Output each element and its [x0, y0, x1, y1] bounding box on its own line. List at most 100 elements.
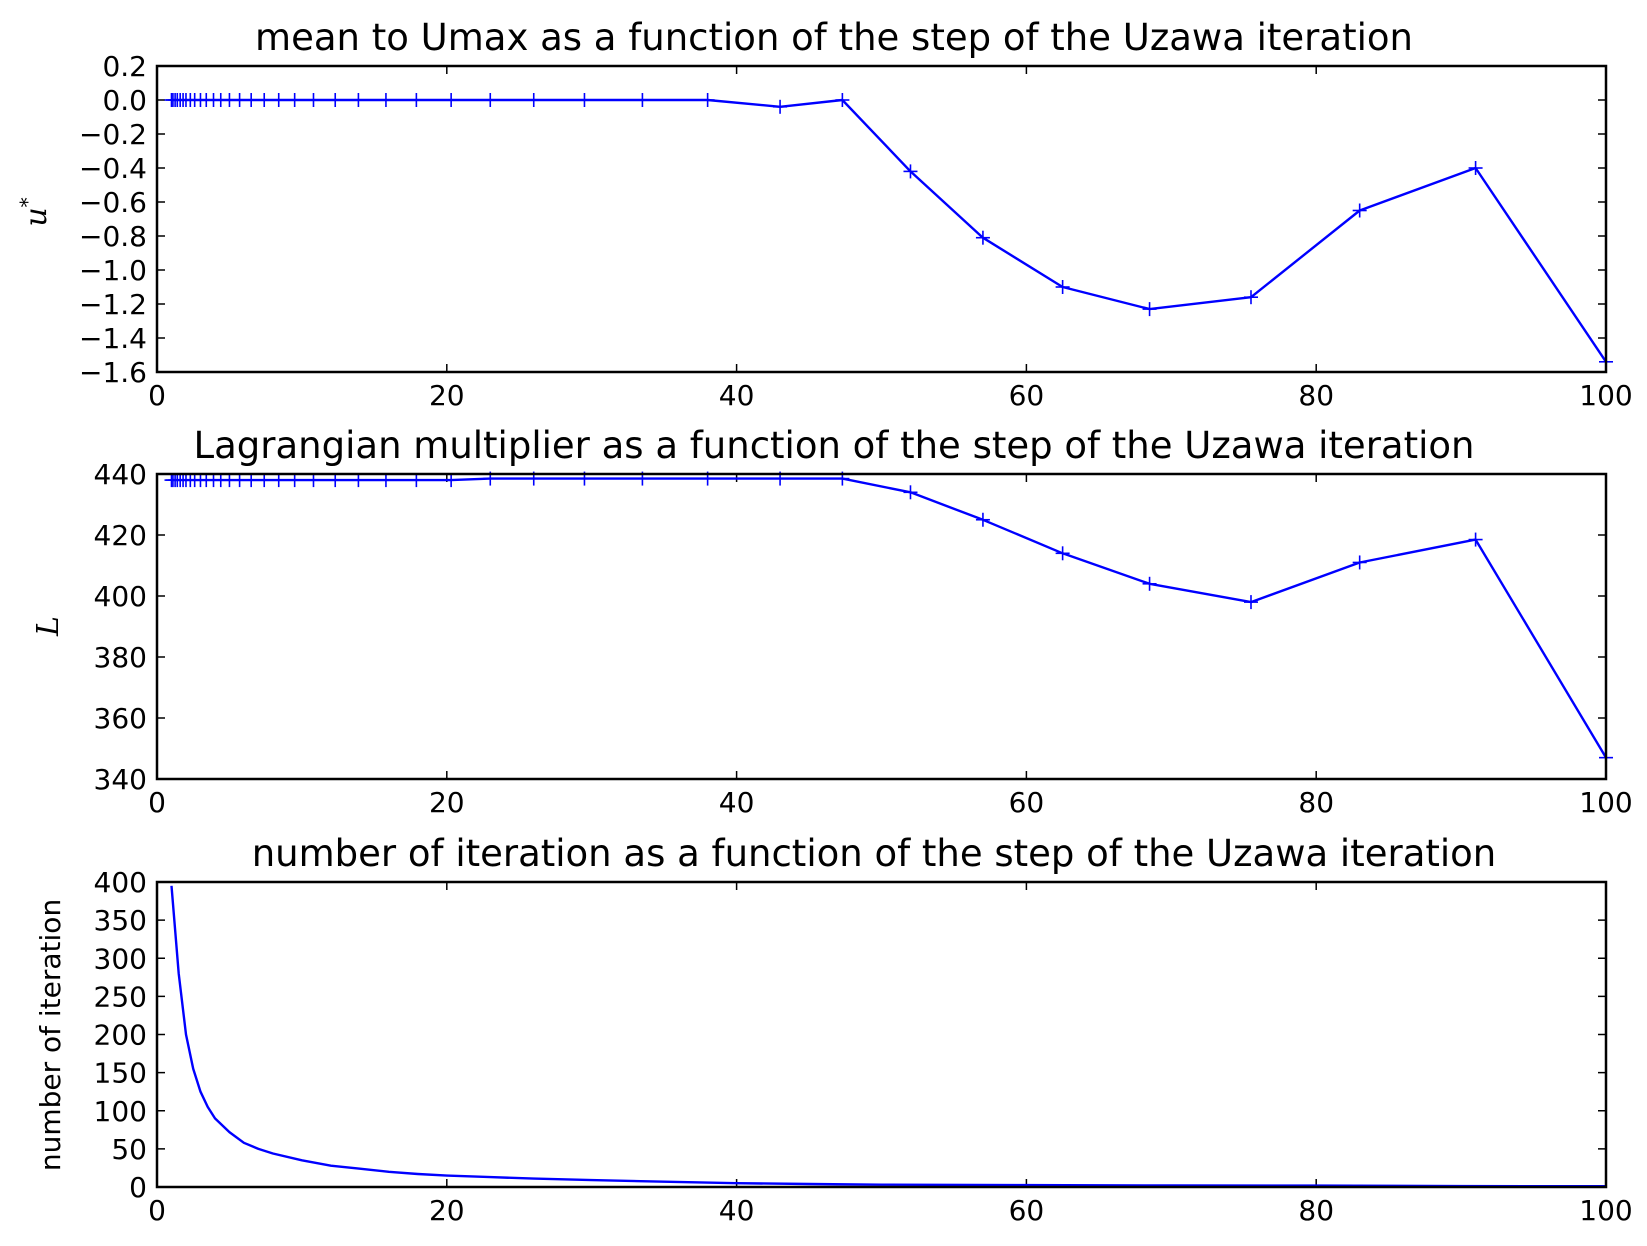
y-tick-label: 400: [94, 580, 147, 613]
data-point-marker: [635, 93, 650, 107]
y-tick-label: 0: [129, 1171, 147, 1204]
subplot-2-ylabel: L: [31, 616, 66, 637]
y-tick-label: 150: [94, 1057, 147, 1090]
x-tick-label: 100: [1579, 379, 1632, 412]
x-tick-label: 40: [719, 786, 755, 819]
y-tick-label: −0.8: [79, 220, 147, 253]
y-tick-label: 50: [111, 1133, 147, 1166]
data-point-marker: [271, 93, 286, 107]
data-point-marker: [1352, 203, 1367, 218]
x-tick-label: 40: [719, 379, 755, 412]
subplot-lagrangian: Lagrangian multiplier as a function of t…: [31, 424, 1633, 819]
subplot-1-axes-frame: [155, 64, 1608, 374]
data-point-marker: [1142, 576, 1157, 591]
y-tick-label: −0.2: [79, 118, 147, 151]
subplot-1-marks: 0 20 40 60 80 1000.20.0−0.2−0.4−0.6−0.8−1.0−1…: [79, 50, 1633, 412]
x-tick-label: 100: [1579, 1194, 1632, 1227]
data-point-marker: [378, 93, 393, 107]
data-point-marker: [271, 473, 286, 488]
data-point-marker: [257, 473, 272, 488]
subplot-2-marks: 0 20 40 60 80 100 440 420 400 380 360 340: [94, 458, 1633, 819]
data-point-marker: [306, 93, 321, 107]
data-point-marker: [975, 512, 990, 527]
x-tick-label: 20: [429, 786, 465, 819]
x-tick-label: 60: [1009, 786, 1045, 819]
data-point-marker: [1243, 595, 1258, 610]
data-point-marker: [351, 93, 366, 107]
data-point-marker: [328, 93, 343, 107]
subplot-2-title: Lagrangian multiplier as a function of t…: [194, 424, 1475, 467]
y-tick-label: 200: [94, 1019, 147, 1052]
data-point-marker: [444, 473, 459, 488]
data-point-marker: [1468, 532, 1483, 547]
series-line: [171, 98, 1607, 363]
y-tick-label: −1.6: [79, 356, 147, 389]
data-point-marker: [903, 164, 918, 179]
y-tick-label: 400: [94, 866, 147, 899]
data-point-marker: [306, 473, 321, 488]
data-point-marker: [409, 93, 424, 107]
subplot-3-title: number of iteration as a function of the…: [252, 832, 1497, 875]
data-point-marker: [1243, 290, 1258, 305]
y-tick-label: 0.0: [102, 84, 147, 117]
data-point-marker: [287, 473, 302, 488]
y-tick-label: 380: [94, 641, 147, 674]
data-point-marker: [328, 473, 343, 488]
x-tick-label: 80: [1298, 379, 1334, 412]
y-tick-label: 360: [94, 702, 147, 735]
data-point-marker: [1142, 302, 1157, 317]
subplot-2-axes-frame: [155, 472, 1608, 781]
data-point-marker: [1055, 280, 1070, 294]
subplot-iterations: number of iteration as a function of the…: [34, 832, 1633, 1227]
x-tick-label: 0: [148, 379, 166, 412]
data-point-marker: [1468, 161, 1483, 175]
subplot-3-axes-frame: [155, 880, 1608, 1189]
data-point-marker: [244, 473, 259, 488]
y-tick-label: −1.4: [79, 322, 147, 355]
series-line: [170, 885, 1607, 1188]
data-point-marker: [577, 93, 592, 107]
data-point-marker: [444, 93, 459, 107]
y-tick-label: −1.0: [79, 254, 147, 287]
subplot-1-ylabel: u*: [15, 197, 54, 226]
data-point-marker: [1055, 546, 1070, 561]
data-point-marker: [257, 93, 272, 107]
data-point-marker: [526, 93, 541, 107]
y-tick-label: 0.2: [102, 50, 147, 83]
y-tick-label: −0.4: [79, 152, 147, 185]
data-point-marker: [351, 473, 366, 488]
x-tick-label: 80: [1298, 1194, 1334, 1227]
x-tick-label: 60: [1009, 1194, 1045, 1227]
x-tick-label: 0: [148, 1194, 166, 1227]
subplot-1-title: mean to Umax as a function of the step o…: [255, 16, 1413, 59]
data-point-marker: [835, 93, 850, 107]
y-tick-label: 350: [94, 904, 147, 937]
y-tick-label: 100: [94, 1095, 147, 1128]
data-point-marker: [700, 93, 715, 107]
x-tick-label: 40: [719, 1194, 755, 1227]
data-point-marker: [409, 473, 424, 488]
data-point-marker: [975, 230, 990, 245]
x-tick-label: 100: [1579, 786, 1632, 819]
data-point-marker: [378, 473, 393, 488]
y-tick-label: −0.6: [79, 186, 147, 219]
y-tick-label: 300: [94, 942, 147, 975]
x-tick-label: 60: [1009, 379, 1045, 412]
y-tick-label: −1.2: [79, 288, 147, 321]
data-point-marker: [903, 485, 918, 500]
y-tick-label: 250: [94, 980, 147, 1013]
subplot-3-ylabel: number of iteration: [34, 899, 67, 1171]
x-tick-label: 20: [429, 379, 465, 412]
y-tick-label: 340: [94, 763, 147, 796]
y-tick-label: 420: [94, 519, 147, 552]
series-line: [171, 477, 1608, 759]
x-tick-label: 20: [429, 1194, 465, 1227]
x-tick-label: 80: [1298, 786, 1334, 819]
data-point-marker: [244, 93, 259, 107]
y-tick-label: 440: [94, 458, 147, 491]
data-point-marker: [483, 93, 498, 107]
subplot-u-star: mean to Umax as a function of the step o…: [15, 16, 1633, 412]
data-point-marker: [1352, 555, 1367, 570]
